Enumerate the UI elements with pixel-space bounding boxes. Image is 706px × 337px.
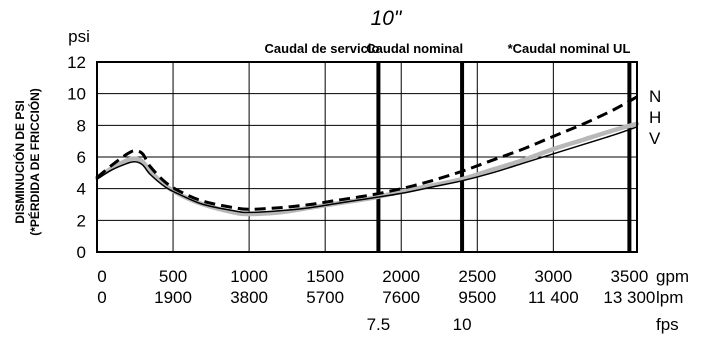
series-label-v: V [649, 129, 661, 148]
y-axis-unit: psi [68, 27, 90, 46]
x-tick-label-lpm: 0 [97, 288, 106, 307]
y-axis-label-line-2: (*PÉRDIDA DE FRICCIÓN) [27, 88, 42, 236]
plot-frame [96, 61, 638, 253]
x-tick-label-gpm: 500 [159, 267, 187, 286]
y-tick-label: 10 [67, 85, 86, 104]
x-tick-label-lpm: 11 400 [528, 288, 579, 307]
x-tick-label-fps: 7.5 [367, 315, 391, 334]
x-tick-label-fps: 10 [453, 315, 472, 334]
x-tick-label-lpm: 9500 [458, 288, 496, 307]
series-label-h: H [649, 108, 661, 127]
x-axis-unit-fps: fps [656, 315, 679, 334]
x-axis-unit-lpm: lpm [656, 288, 683, 307]
grid [97, 62, 637, 252]
x-tick-label-gpm: 3500 [610, 267, 648, 286]
y-tick-label: 4 [77, 180, 86, 199]
x-tick-label-gpm: 2000 [382, 267, 420, 286]
series-label-n: N [649, 87, 661, 106]
series-line-h [94, 121, 640, 217]
series-line-n [96, 95, 638, 211]
x-tick-label-lpm: 3800 [230, 288, 268, 307]
reference-line-label: Caudal nominal [366, 41, 463, 56]
x-tick-label-lpm: 7600 [382, 288, 420, 307]
y-tick-label: 8 [77, 116, 86, 135]
y-tick-label: 6 [77, 148, 86, 167]
y-axis-label-line-1: DISMINUCIÓN DE PSI [12, 100, 27, 223]
x-tick-label-gpm: 1000 [230, 267, 268, 286]
x-tick-label-gpm: 2500 [458, 267, 496, 286]
y-tick-label: 2 [77, 211, 86, 230]
reference-line-label: *Caudal nominal UL [508, 41, 631, 56]
y-tick-label: 12 [67, 53, 86, 72]
x-tick-label-gpm: 1500 [306, 267, 344, 286]
x-tick-label-gpm: 0 [97, 267, 106, 286]
x-tick-label-gpm: 3000 [534, 267, 572, 286]
reference-line-label: Caudal de servicio [265, 41, 380, 56]
x-tick-label-lpm: 1900 [154, 288, 192, 307]
x-tick-label-lpm: 13 300 [603, 288, 655, 307]
x-axis-unit-gpm: gpm [656, 267, 689, 286]
series-line-v [96, 126, 638, 214]
x-tick-label-lpm: 5700 [306, 288, 344, 307]
x-tick-labels: 0 500 1000 1500 2000 2500 3000 3500 gpm 0 1900 3800… [97, 267, 689, 334]
y-tick-labels: 0 2 4 6 8 10 12 [67, 53, 86, 262]
series-labels: NHV [649, 87, 661, 148]
chart-title: 10" [371, 7, 403, 30]
series-lines [94, 95, 640, 217]
y-tick-label: 0 [77, 243, 86, 262]
